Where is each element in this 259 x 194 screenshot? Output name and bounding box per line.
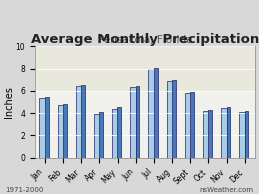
Bar xyxy=(130,87,136,158)
Bar xyxy=(221,108,227,158)
Bar xyxy=(112,109,118,158)
Y-axis label: Inches: Inches xyxy=(4,86,14,118)
Bar xyxy=(35,46,255,91)
Bar xyxy=(245,111,248,158)
Bar xyxy=(154,68,157,158)
Bar xyxy=(227,107,230,158)
Bar xyxy=(81,85,85,158)
Bar xyxy=(208,110,212,158)
Bar xyxy=(39,98,46,158)
Bar xyxy=(117,107,121,158)
Bar xyxy=(167,81,173,158)
Text: 1971-2000: 1971-2000 xyxy=(5,187,44,193)
Text: Pensacola, Florida: Pensacola, Florida xyxy=(98,35,192,45)
Bar xyxy=(99,113,103,158)
Bar xyxy=(76,86,82,158)
Bar xyxy=(185,93,191,158)
Bar xyxy=(239,113,246,158)
Bar xyxy=(136,86,139,158)
Bar xyxy=(148,69,155,158)
Bar xyxy=(190,92,194,158)
Text: nsWeather.com: nsWeather.com xyxy=(200,187,254,193)
Bar xyxy=(63,104,67,158)
Bar xyxy=(94,114,100,158)
Bar xyxy=(45,97,48,158)
Title: Average Monthly Precipitation: Average Monthly Precipitation xyxy=(31,33,259,46)
Bar xyxy=(57,105,64,158)
Bar xyxy=(203,111,209,158)
Bar xyxy=(172,80,176,158)
